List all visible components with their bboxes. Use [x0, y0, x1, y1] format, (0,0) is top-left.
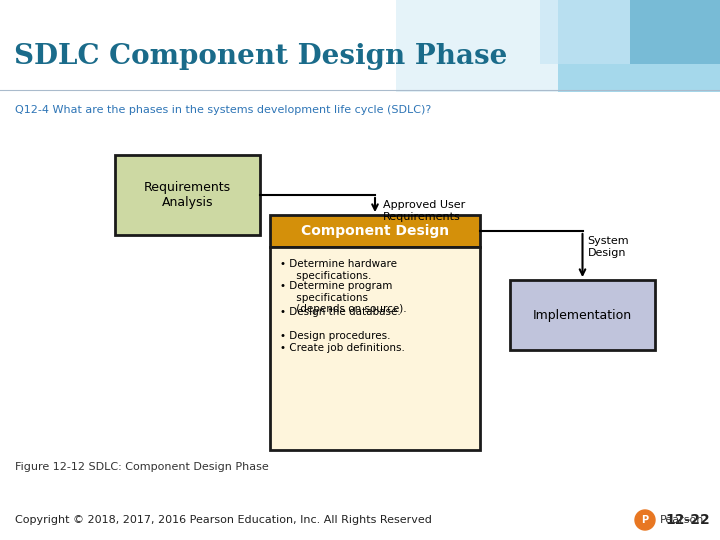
Text: Figure 12-12 SDLC: Component Design Phase: Figure 12-12 SDLC: Component Design Phas…: [15, 462, 269, 472]
Text: Copyright © 2018, 2017, 2016 Pearson Education, Inc. All Rights Reserved: Copyright © 2018, 2017, 2016 Pearson Edu…: [15, 515, 432, 525]
Text: System
Design: System Design: [588, 236, 629, 258]
Text: • Determine program
     specifications
     (depends on source).: • Determine program specifications (depe…: [280, 281, 407, 314]
Text: Component Design: Component Design: [301, 224, 449, 238]
Bar: [270, 215, 480, 247]
Text: Pearson: Pearson: [660, 515, 704, 525]
Text: • Design procedures.: • Design procedures.: [280, 331, 390, 341]
Text: Q12-4 What are the phases in the systems development life cycle (SDLC)?: Q12-4 What are the phases in the systems…: [15, 105, 431, 115]
Bar: [115, 155, 260, 235]
Text: Approved User
Requirements: Approved User Requirements: [383, 200, 465, 221]
Text: 12-22: 12-22: [665, 513, 710, 527]
Text: • Determine hardware
     specifications.: • Determine hardware specifications.: [280, 259, 397, 281]
Circle shape: [635, 510, 655, 530]
Text: SDLC Component Design Phase: SDLC Component Design Phase: [14, 43, 508, 70]
Text: P: P: [642, 515, 649, 525]
Bar: [0, 488, 720, 506]
Text: • Design the database.: • Design the database.: [280, 307, 401, 317]
Text: Implementation: Implementation: [533, 308, 632, 321]
Bar: [270, 215, 480, 450]
Bar: [270, 247, 480, 450]
Text: • Create job definitions.: • Create job definitions.: [280, 343, 405, 353]
Text: Requirements
Analysis: Requirements Analysis: [144, 181, 231, 209]
Bar: [510, 280, 655, 350]
